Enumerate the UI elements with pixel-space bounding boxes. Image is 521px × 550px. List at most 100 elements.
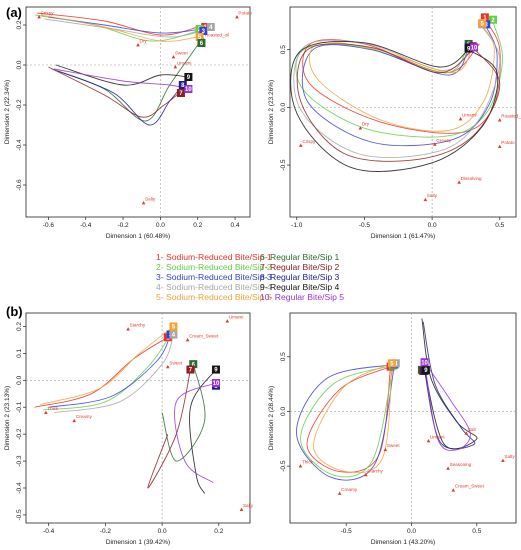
sample-marker	[206, 23, 215, 31]
y-tick-label: -0.6	[16, 179, 23, 191]
y-axis-title: Dimension 2 (28.44%)	[268, 386, 275, 450]
attribute-point	[136, 43, 140, 47]
sample-marker	[189, 360, 198, 369]
x-tick-label: 0.0	[156, 222, 165, 229]
plot-frame	[289, 312, 517, 524]
attribute-label: Roasted_oil	[205, 33, 229, 38]
chart-panel-4: -0.5 0.0 0.5 -0.5 0.0 0.5 Dimension 1 (43.20%)…	[268, 312, 517, 546]
x-tick-label: 0.0	[428, 222, 437, 229]
y-tick-label: -0.1	[16, 401, 23, 413]
sample-marker	[197, 39, 206, 47]
sample-marker-label: 9	[424, 368, 428, 374]
y-tick-label: -0.3	[16, 455, 23, 467]
legend-item: 8- Regular Bite/Sip 3	[260, 272, 340, 282]
y-tick-label: 0.5	[280, 45, 287, 54]
attribute-label: Salty	[504, 454, 515, 459]
y-tick-label: -0.5	[280, 460, 287, 472]
attribute-point	[337, 491, 342, 495]
plot-frame	[289, 6, 517, 218]
trajectory-curve-9	[189, 369, 217, 494]
trajectory-curve-5	[40, 14, 198, 42]
attribute-point	[235, 15, 239, 19]
attribute-label: Sweet	[175, 51, 188, 56]
trajectory-curve-9	[290, 41, 499, 172]
legend-item: 10- Regular Bite/Sip 5	[260, 292, 344, 302]
attribute-point	[225, 319, 230, 323]
trajectory-curve-8	[57, 70, 184, 126]
trajectory-curve-2	[42, 334, 171, 411]
x-tick-label: -0.2	[117, 222, 129, 229]
legend-item: 3- Sodium-Reduced Bite/Sip 3	[156, 272, 272, 282]
sample-marker-label: 6	[192, 362, 196, 368]
y-axis-title: Dimension 2 (23.13%)	[4, 386, 11, 450]
trajectory-curve-1	[306, 366, 392, 473]
sample-marker	[482, 20, 491, 29]
attribute-point	[426, 438, 431, 443]
sample-marker	[178, 81, 187, 89]
y-tick-label: -0.2	[16, 99, 23, 111]
attribute-label: Salty	[427, 193, 438, 198]
trajectory-curve-3	[296, 363, 395, 481]
attribute-label: Roasted_oil	[501, 114, 521, 119]
y-axis-title: Dimension 2 (23.26%)	[268, 80, 275, 144]
attribute-point	[37, 15, 41, 19]
y-tick-label: 0.0	[16, 375, 23, 384]
attribute-label: Salty	[243, 503, 254, 508]
attribute-label: Crispy	[302, 139, 316, 144]
y-tick-label: -0.5	[280, 159, 287, 171]
legend: 1- Sodium-Reduced Bite/Sip 12- Sodium-Re…	[156, 252, 344, 302]
sample-marker-label: 1	[483, 15, 487, 21]
legend-item: 7- Regular Bite/Sip 2	[260, 262, 340, 272]
trajectory-curve-5	[40, 326, 174, 405]
sample-marker-label: 9	[214, 368, 218, 374]
attribute-label: Cream_Sweet	[455, 484, 485, 489]
sample-marker-label: 4	[209, 25, 213, 31]
sample-marker	[488, 15, 497, 24]
trajectory-curve-10	[424, 361, 471, 451]
plot-frame	[25, 6, 251, 218]
sample-marker-label: 4	[394, 361, 398, 367]
attribute-label: Starchy	[367, 468, 383, 473]
x-tick-label: 0.5	[495, 222, 504, 229]
x-axis-title: Dimension 1 (61.47%)	[371, 233, 435, 240]
attribute-label: Thick	[47, 406, 59, 411]
trajectory-curve-3	[48, 334, 172, 408]
attribute-label: Greasy	[436, 138, 452, 143]
trajectory-curve-4	[54, 334, 174, 414]
attribute-point	[457, 180, 461, 184]
attribute-point	[383, 447, 388, 452]
sample-marker	[184, 85, 193, 93]
sample-marker-label: 4	[172, 333, 176, 339]
sample-marker	[211, 365, 220, 374]
y-tick-label: 0.0	[280, 407, 287, 416]
x-tick-label: -0.2	[100, 528, 112, 535]
attribute-point	[298, 464, 303, 468]
sample-marker-label: 10	[213, 381, 220, 387]
sample-marker	[199, 27, 208, 35]
x-tick-label: -0.4	[80, 222, 92, 229]
attribute-point	[451, 488, 456, 492]
attribute-point	[72, 418, 77, 423]
sample-marker	[176, 89, 185, 97]
attribute-point	[126, 327, 130, 331]
sample-marker-label: 5	[198, 35, 202, 41]
chart-panel-3: -0.4 -0.2 0.0 0.2 -0.5 -0.4 -0.3 -0.2 -0.1 0.0 0.1…	[4, 312, 254, 546]
trajectory-curve-7	[147, 369, 191, 489]
sample-marker-label: 3	[485, 22, 489, 28]
y-tick-label: 0.2	[16, 20, 23, 29]
attribute-label: Seasoning	[450, 462, 472, 467]
attribute-label: Dissolving	[461, 176, 482, 181]
sample-marker	[480, 13, 489, 22]
sample-marker-label: 10	[471, 45, 478, 51]
attribute-label: Creamy	[76, 414, 93, 419]
sample-marker	[387, 359, 396, 368]
trajectory-curve-9	[421, 318, 478, 450]
attribute-label: Umami	[177, 61, 192, 66]
trajectory-curve-4	[293, 26, 501, 158]
attribute-point	[458, 116, 463, 121]
sample-marker-label: 2	[491, 18, 495, 24]
x-tick-label: -0.4	[43, 528, 55, 535]
legend-item: 4- Sodium-Reduced Bite/Sip 4	[156, 282, 272, 292]
plot-frame	[25, 312, 251, 524]
